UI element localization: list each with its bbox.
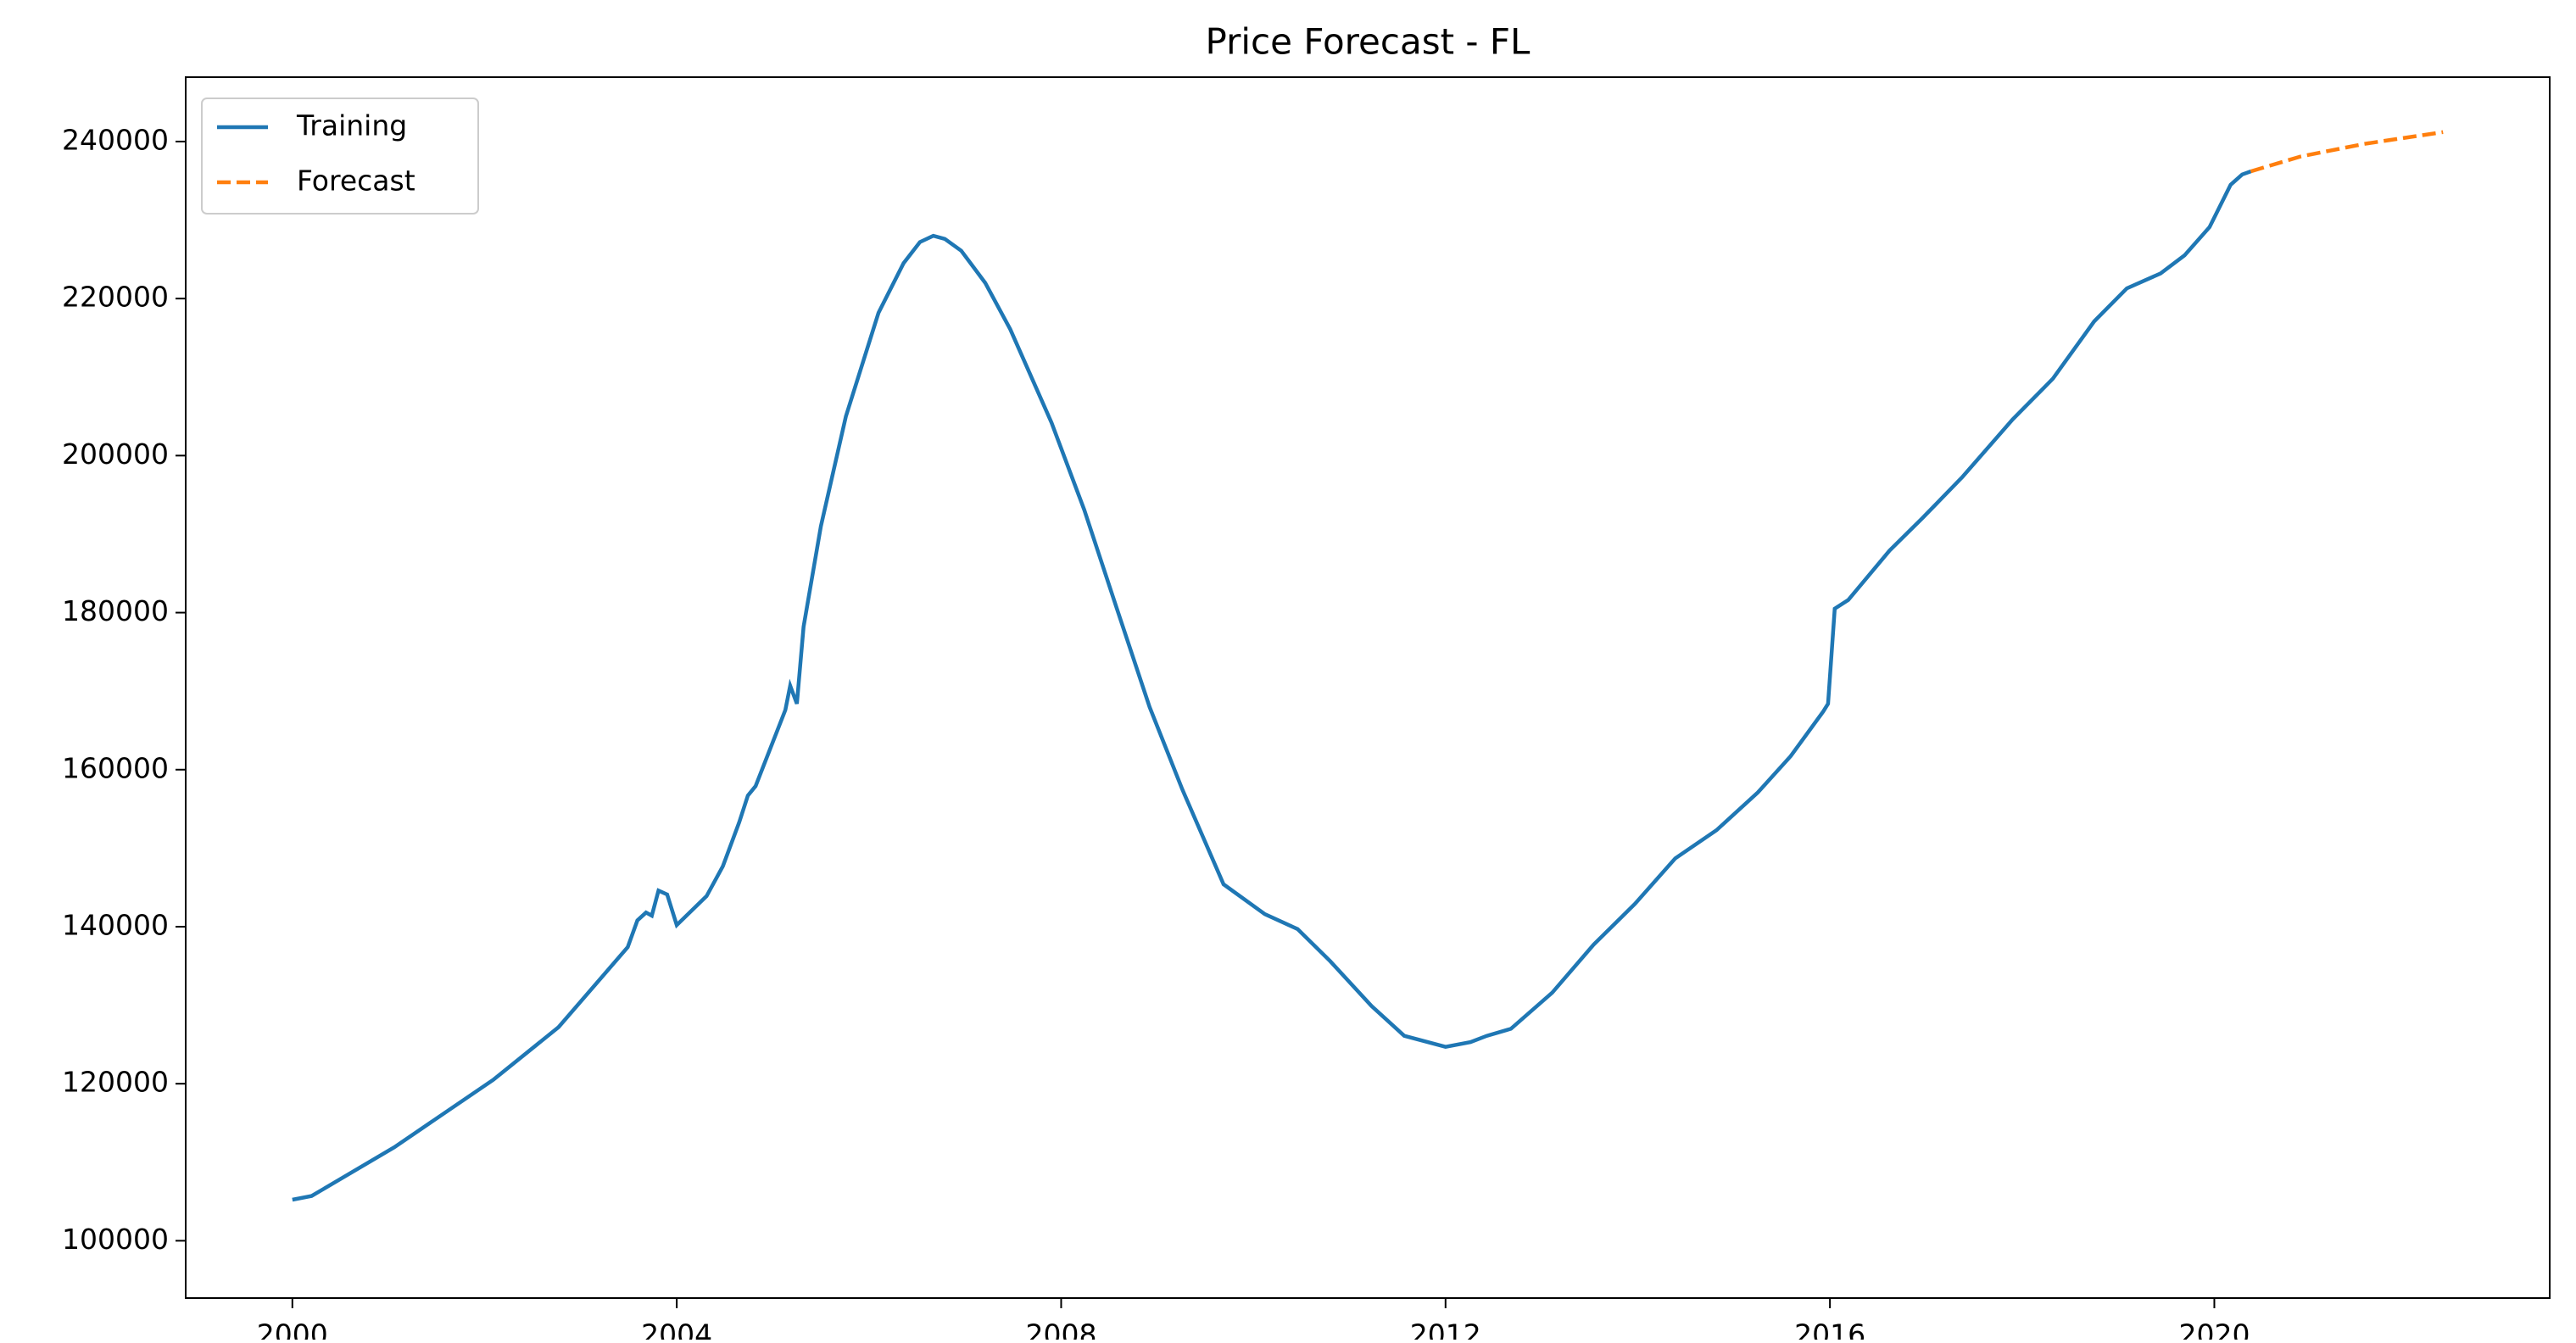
y-tick-label: 240000 (62, 123, 169, 156)
x-tick-label: 2020 (2178, 1318, 2250, 1340)
legend-label: Training (296, 109, 407, 142)
x-tick-label: 2012 (1410, 1318, 1481, 1340)
y-tick-label: 100000 (62, 1223, 169, 1256)
x-tick-label: 2004 (641, 1318, 712, 1340)
x-tick-label: 2000 (257, 1318, 328, 1340)
axes-frame (185, 76, 2551, 1299)
x-tick-label: 2008 (1025, 1318, 1096, 1340)
line-series (292, 169, 2252, 1202)
y-tick-label: 200000 (62, 437, 169, 471)
y-tick-label: 160000 (62, 751, 169, 784)
y-tick-label: 120000 (62, 1066, 169, 1099)
x-tick-label: 2016 (1794, 1318, 1865, 1340)
y-tick-label: 140000 (62, 908, 169, 941)
legend-box (201, 98, 479, 215)
chart-title: Price Forecast - FL (1206, 21, 1531, 63)
legend-label: Forecast (297, 164, 415, 198)
line-series (2250, 130, 2444, 174)
y-tick-label: 180000 (62, 594, 169, 627)
y-tick-label: 220000 (62, 281, 169, 314)
